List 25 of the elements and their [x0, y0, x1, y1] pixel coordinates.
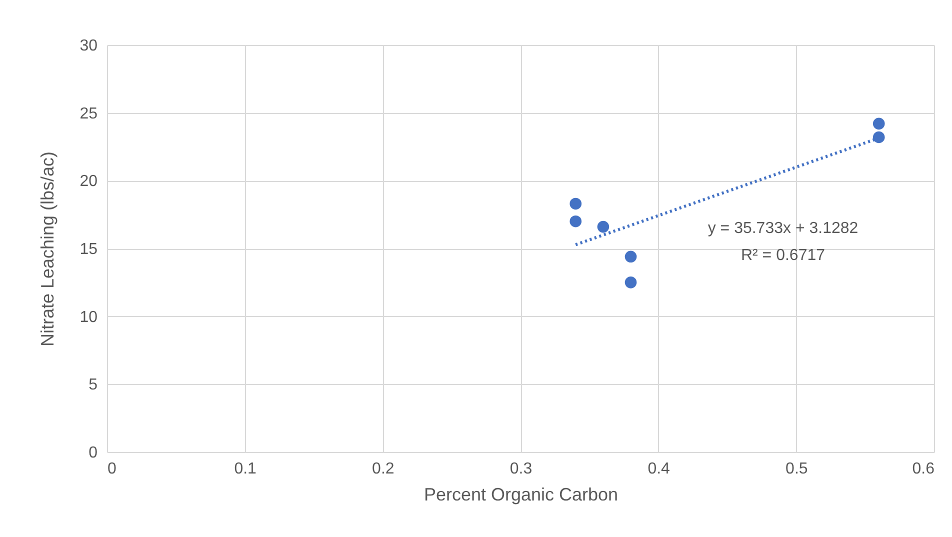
- y-tick-label: 10: [80, 308, 98, 326]
- x-tick-label: 0.3: [510, 460, 532, 478]
- point: [624, 250, 637, 263]
- y-tick-label: 15: [80, 241, 98, 258]
- annotation: R² = 0.6717: [740, 247, 826, 264]
- point: [570, 198, 582, 210]
- x-tick-label: 0.1: [234, 460, 257, 478]
- point: [597, 220, 610, 233]
- y-tick-label: 0: [88, 444, 98, 462]
- point: [872, 131, 885, 144]
- x-tick-label: 0: [108, 460, 116, 478]
- point: [872, 118, 885, 130]
- point: [624, 276, 637, 288]
- y-tick-label: 20: [80, 173, 98, 190]
- x-axis-title: Percent Organic Carbon: [424, 484, 618, 504]
- x-tick-label: 0.4: [648, 460, 670, 478]
- y-tick-label: 25: [80, 105, 98, 122]
- x-tick-label: 0.2: [372, 460, 394, 478]
- x-tick-label: 0.6: [912, 460, 935, 478]
- y-tick-label: 30: [80, 38, 98, 54]
- point: [570, 215, 582, 228]
- annotation: y = 35.733x + 3.1282: [708, 220, 858, 237]
- x-tick-label: 0.5: [786, 460, 808, 478]
- y-axis-title: Nitrate Leaching (lbs/ac): [38, 151, 58, 347]
- y-tick-label: 5: [88, 376, 98, 394]
